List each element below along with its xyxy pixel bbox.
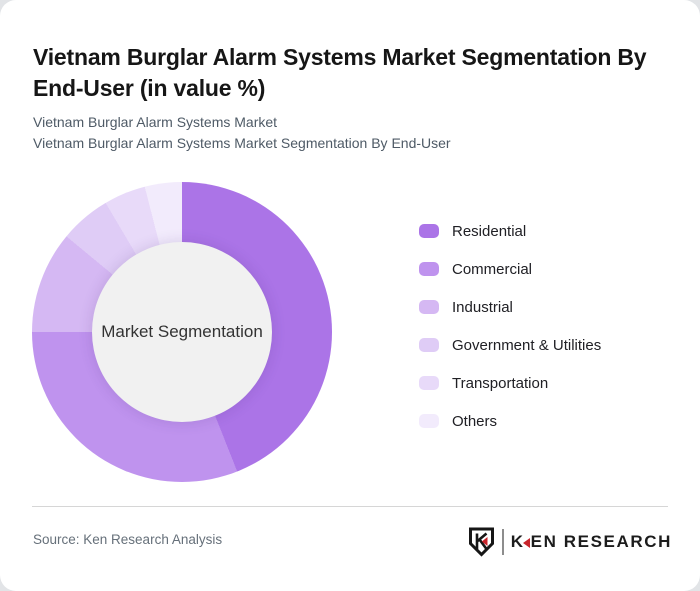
subtitle-market: Vietnam Burglar Alarm Systems Market <box>33 114 278 130</box>
donut-hole: Market Segmentation <box>92 242 272 422</box>
donut-chart[interactable]: Market Segmentation <box>32 182 332 482</box>
subtitle-segmentation: Vietnam Burglar Alarm Systems Market Seg… <box>33 135 451 151</box>
legend-swatch <box>419 262 439 276</box>
logo-divider-bar <box>501 529 504 555</box>
brand-red-triangle-icon <box>522 537 530 548</box>
donut-center-label: Market Segmentation <box>101 322 263 341</box>
legend-item-residential[interactable]: Residential <box>419 222 601 240</box>
legend-item-industrial[interactable]: Industrial <box>419 298 601 316</box>
source-note: Source: Ken Research Analysis <box>33 532 223 547</box>
ken-research-logo[interactable]: K EN RESEARCH <box>468 527 672 557</box>
legend-swatch <box>419 338 439 352</box>
brand-k: K <box>510 532 525 551</box>
breadcrumb: Vietnam Burglar Alarm Systems Market Vie… <box>33 112 653 154</box>
legend-item-transportation[interactable]: Transportation <box>419 374 601 392</box>
legend-label: Commercial <box>452 260 533 278</box>
legend-item-government-utilities[interactable]: Government & Utilities <box>419 336 602 354</box>
legend-swatch <box>419 224 439 238</box>
footer-divider <box>32 506 668 507</box>
legend-label: Government & Utilities <box>452 336 602 354</box>
brand-rest: EN RESEARCH <box>530 532 672 551</box>
legend-label: Transportation <box>452 374 549 392</box>
legend-label: Others <box>452 412 498 430</box>
legend-item-others[interactable]: Others <box>419 412 601 430</box>
legend-item-commercial[interactable]: Commercial <box>419 260 601 278</box>
chart-legend: Residential Commercial Industrial Govern… <box>419 223 601 451</box>
page-title: Vietnam Burglar Alarm Systems Market Seg… <box>33 44 647 102</box>
legend-label: Industrial <box>452 298 513 316</box>
legend-swatch <box>419 300 439 314</box>
shield-k-icon <box>468 527 494 557</box>
legend-label: Residential <box>452 222 527 240</box>
chart-area: Market Segmentation Residential Commerci… <box>0 150 700 500</box>
legend-swatch <box>419 376 439 390</box>
legend-swatch <box>419 414 439 428</box>
brand-wordmark: K EN RESEARCH <box>511 532 672 552</box>
